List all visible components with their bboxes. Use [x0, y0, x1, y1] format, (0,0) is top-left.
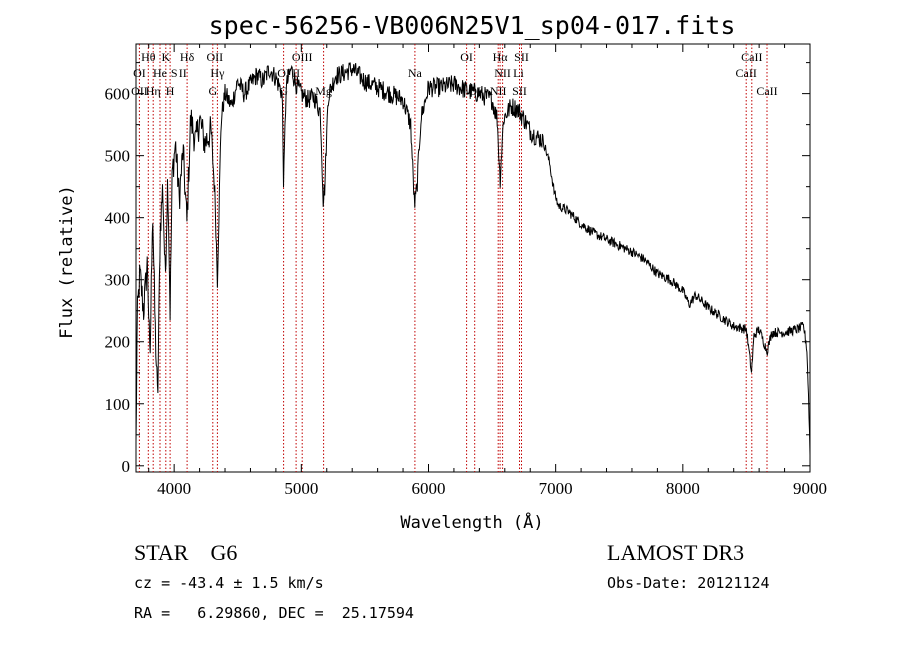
coordinates-text: RA = 6.29860, DEC = 25.17594: [134, 604, 414, 622]
line-label: OII: [131, 84, 148, 98]
line-label: Na: [408, 66, 423, 80]
x-axis-label: Wavelength (Å): [400, 511, 543, 533]
survey-label: LAMOST DR3: [607, 540, 745, 565]
line-label: NII: [490, 84, 507, 98]
line-label: OI: [133, 66, 146, 80]
x-tick-label: 7000: [539, 479, 573, 498]
x-tick-label: 9000: [793, 479, 827, 498]
x-tick-label: 6000: [411, 479, 445, 498]
line-label: II: [292, 66, 300, 80]
obs-date-text: Obs-Date: 20121124: [607, 574, 770, 592]
line-label: H: [166, 84, 175, 98]
line-label: Mg: [315, 84, 332, 98]
plot-frame: [135, 43, 811, 473]
line-label: SII: [514, 50, 529, 64]
y-tick-label: 600: [105, 85, 131, 104]
line-label: CaII: [736, 66, 757, 80]
y-tick-label: 300: [105, 271, 131, 290]
line-label: He: [153, 66, 167, 80]
line-label: NII: [494, 66, 511, 80]
line-label: CaII: [741, 50, 762, 64]
x-tick-label: 8000: [666, 479, 700, 498]
line-label: II: [179, 66, 187, 80]
y-tick-label: 0: [122, 457, 131, 476]
y-tick-label: 200: [105, 333, 131, 352]
x-axis-ticks: 4000 5000 6000 7000 8000 9000: [148, 44, 827, 498]
line-label: G: [279, 84, 288, 98]
line-label: Hγ: [210, 66, 225, 80]
y-tick-label: 500: [105, 147, 131, 166]
emission-line-markers: [138, 44, 768, 472]
spectrum-line: [135, 62, 811, 456]
line-label: Hδ: [180, 50, 195, 64]
x-tick-label: 5000: [284, 479, 318, 498]
y-tick-label: 100: [105, 395, 131, 414]
line-label: Li: [513, 66, 524, 80]
line-label: OI: [460, 50, 473, 64]
line-label: OII: [206, 50, 223, 64]
line-label: OIII: [292, 50, 313, 64]
line-label: Hθ: [141, 50, 156, 64]
x-tick-label: 4000: [157, 479, 191, 498]
line-label: G: [208, 84, 217, 98]
object-class: STAR G6: [134, 540, 237, 566]
y-axis-label: Flux (relative): [57, 185, 77, 339]
line-label: Hη: [146, 84, 161, 98]
line-label: Hα: [493, 50, 509, 64]
line-label: CaII: [756, 84, 777, 98]
class-label: STAR: [134, 540, 189, 565]
line-label: S: [171, 66, 178, 80]
chart-title: spec-56256-VB006N25V1_sp04-017.fits: [209, 11, 736, 40]
y-axis-ticks: 0 100 200 300 400 500 600: [105, 62, 810, 476]
redshift-text: cz = -43.4 ± 1.5 km/s: [134, 574, 324, 592]
y-tick-label: 400: [105, 209, 131, 228]
line-label: SII: [512, 84, 527, 98]
subclass-label: G6: [210, 540, 238, 565]
line-label: K: [161, 50, 170, 64]
